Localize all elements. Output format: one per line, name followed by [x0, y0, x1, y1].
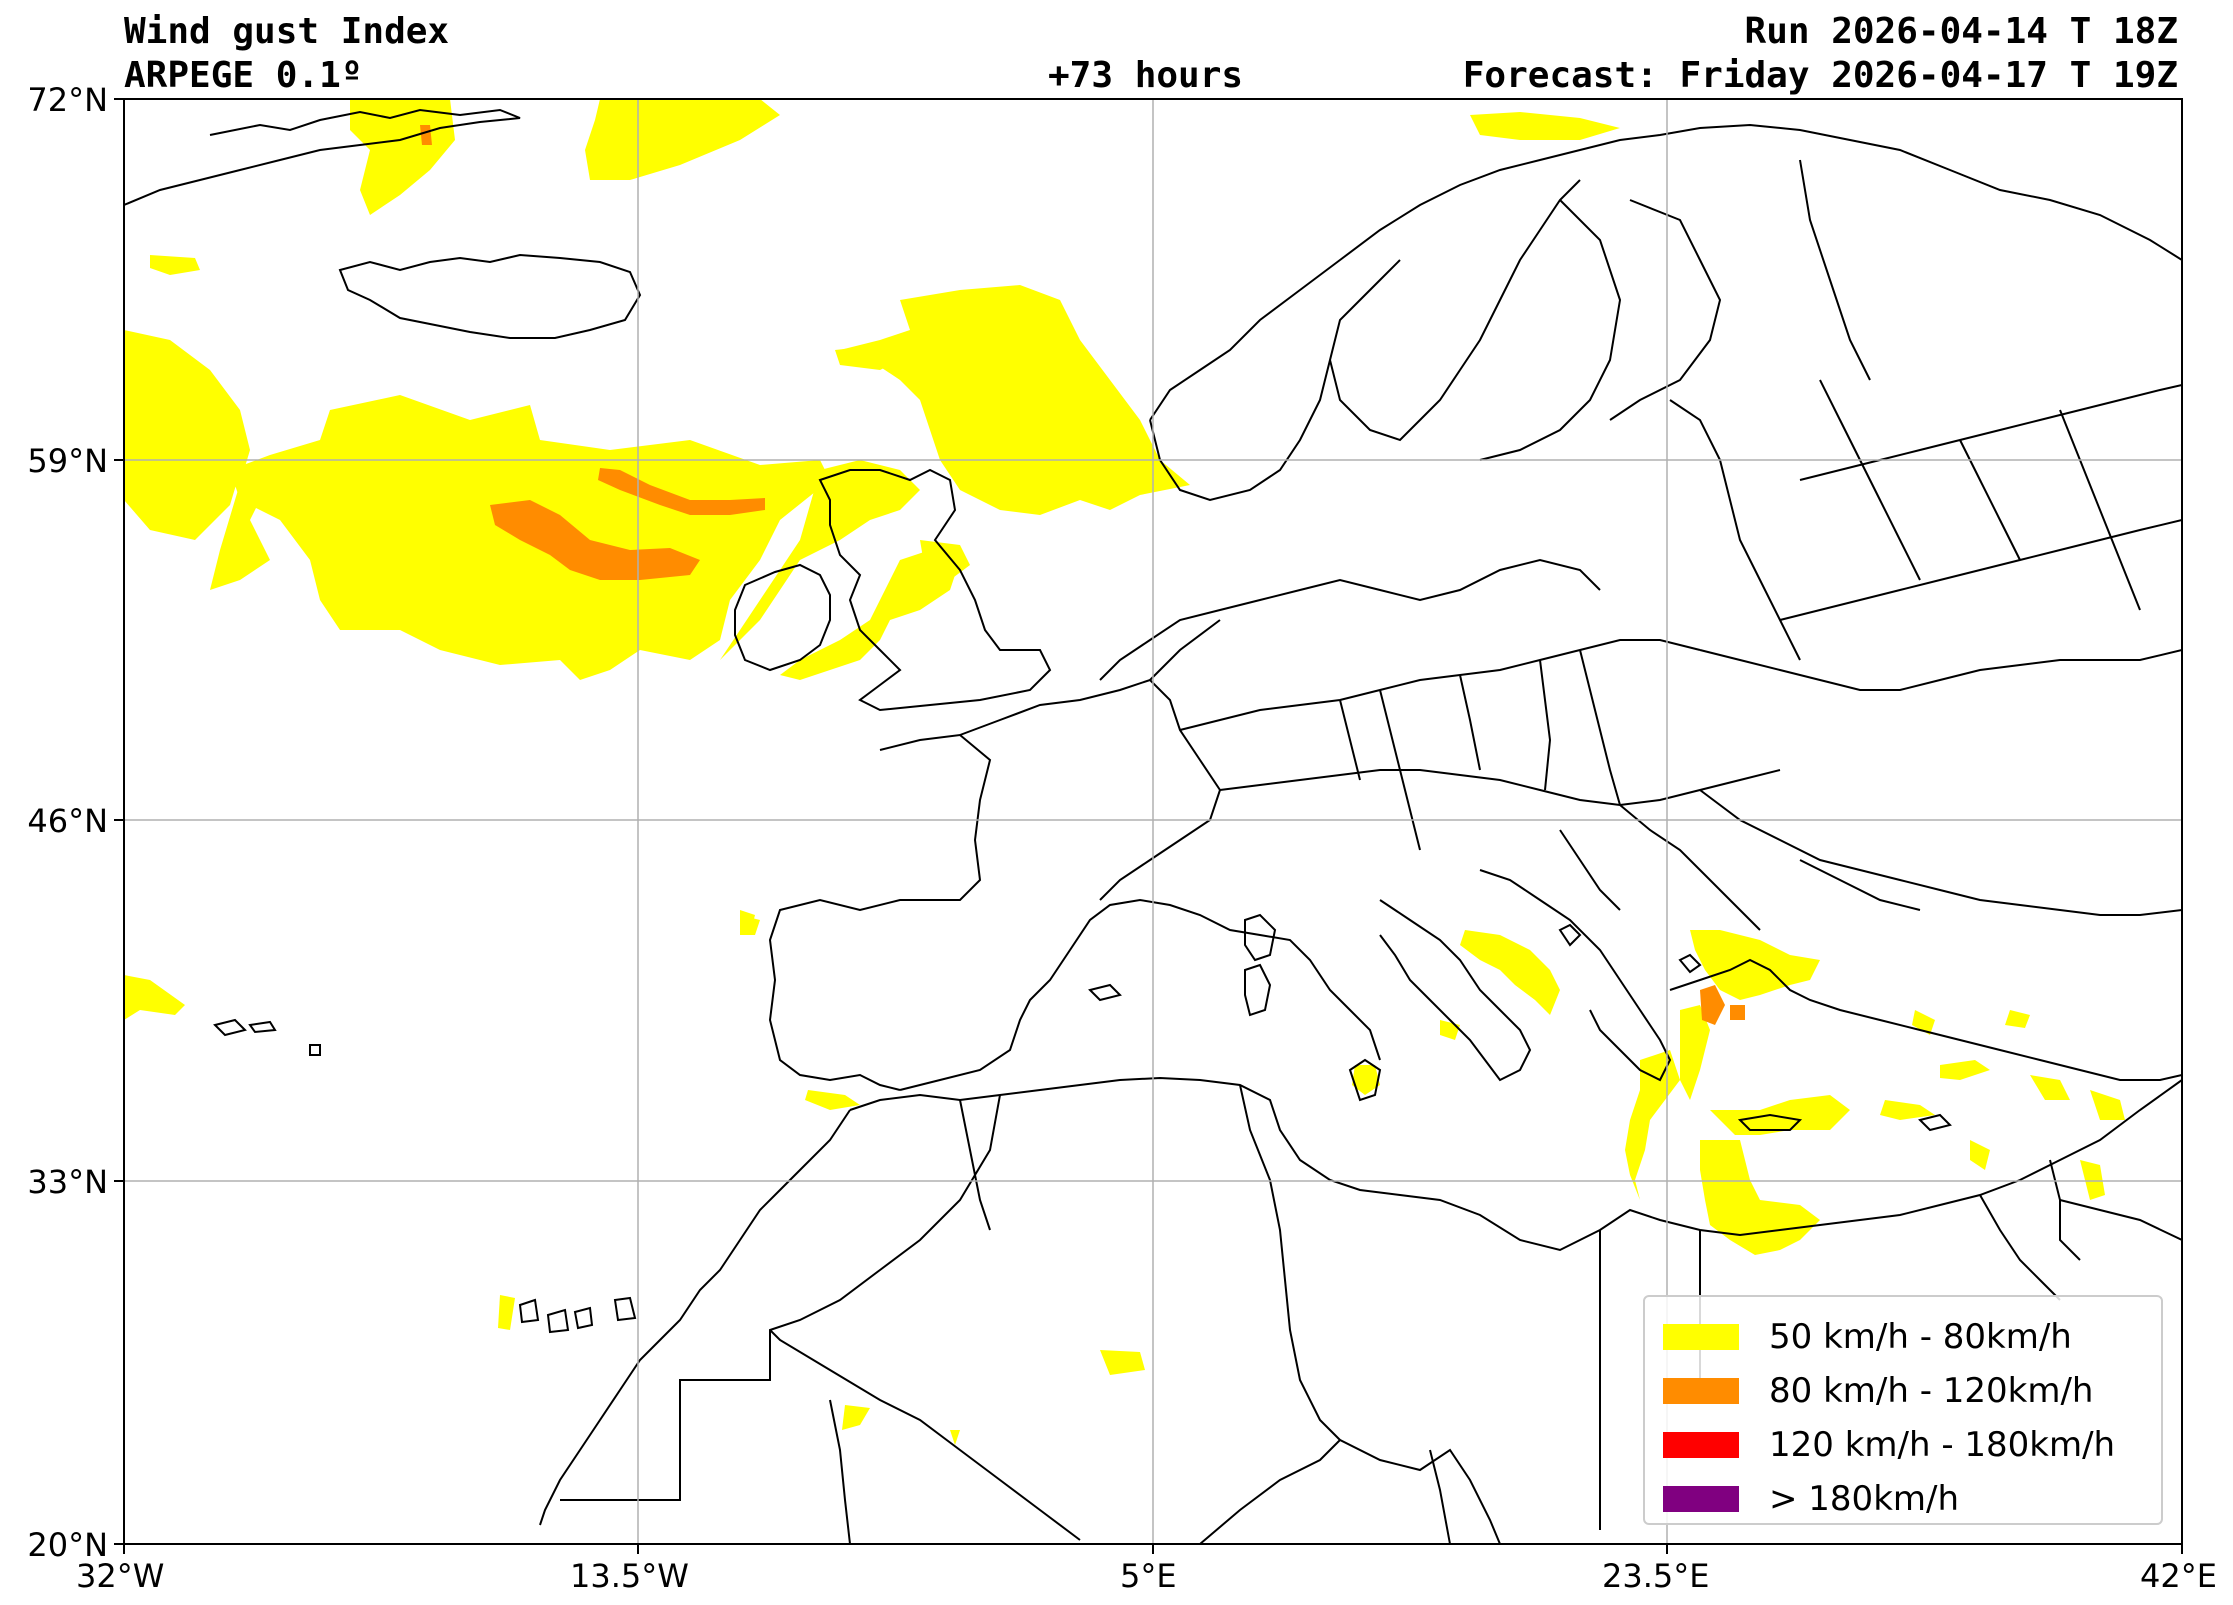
lat-tick-label: 20°N	[27, 1526, 108, 1564]
legend-swatch-120-180	[1663, 1432, 1739, 1458]
lead-time-label: +73 hours	[1048, 55, 1244, 96]
legend: 50 km/h - 80km/h 80 km/h - 120km/h 120 k…	[1643, 1295, 2163, 1525]
legend-label: 80 km/h - 120km/h	[1769, 1371, 2094, 1411]
gust-zones-80-120	[420, 125, 1745, 1025]
lat-tick-label: 33°N	[27, 1163, 108, 1201]
lon-tick-label: 32°W	[76, 1557, 165, 1595]
legend-swatch-over-180	[1663, 1486, 1739, 1512]
lat-tick-label: 46°N	[27, 802, 108, 840]
lat-tick-label: 59°N	[27, 442, 108, 480]
legend-item: > 180km/h	[1663, 1479, 1959, 1519]
axis-ticks	[114, 98, 2183, 1554]
run-label: Run 2026-04-14 T 18Z	[1744, 11, 2178, 52]
legend-item: 120 km/h - 180km/h	[1663, 1425, 2115, 1465]
gust-zones-50-80	[124, 99, 2125, 1445]
lon-tick-label: 23.5°E	[1602, 1557, 1710, 1595]
legend-swatch-80-120	[1663, 1378, 1739, 1404]
model-label: ARPEGE 0.1º	[124, 55, 363, 96]
map-title: Wind gust Index	[124, 11, 450, 52]
legend-item: 50 km/h - 80km/h	[1663, 1317, 2072, 1357]
legend-label: 120 km/h - 180km/h	[1769, 1425, 2116, 1465]
lon-tick-label: 5°E	[1120, 1557, 1177, 1595]
forecast-label: Forecast: Friday 2026-04-17 T 19Z	[1462, 55, 2178, 96]
legend-item: 80 km/h - 120km/h	[1663, 1371, 2093, 1411]
legend-label: 50 km/h - 80km/h	[1769, 1317, 2072, 1357]
legend-swatch-50-80	[1663, 1324, 1739, 1350]
lon-tick-label: 42°E	[2140, 1557, 2217, 1595]
legend-label: > 180km/h	[1769, 1479, 1960, 1519]
coastlines	[124, 108, 2182, 1544]
lat-tick-label: 72°N	[27, 81, 108, 119]
lon-tick-label: 13.5°W	[570, 1557, 689, 1595]
